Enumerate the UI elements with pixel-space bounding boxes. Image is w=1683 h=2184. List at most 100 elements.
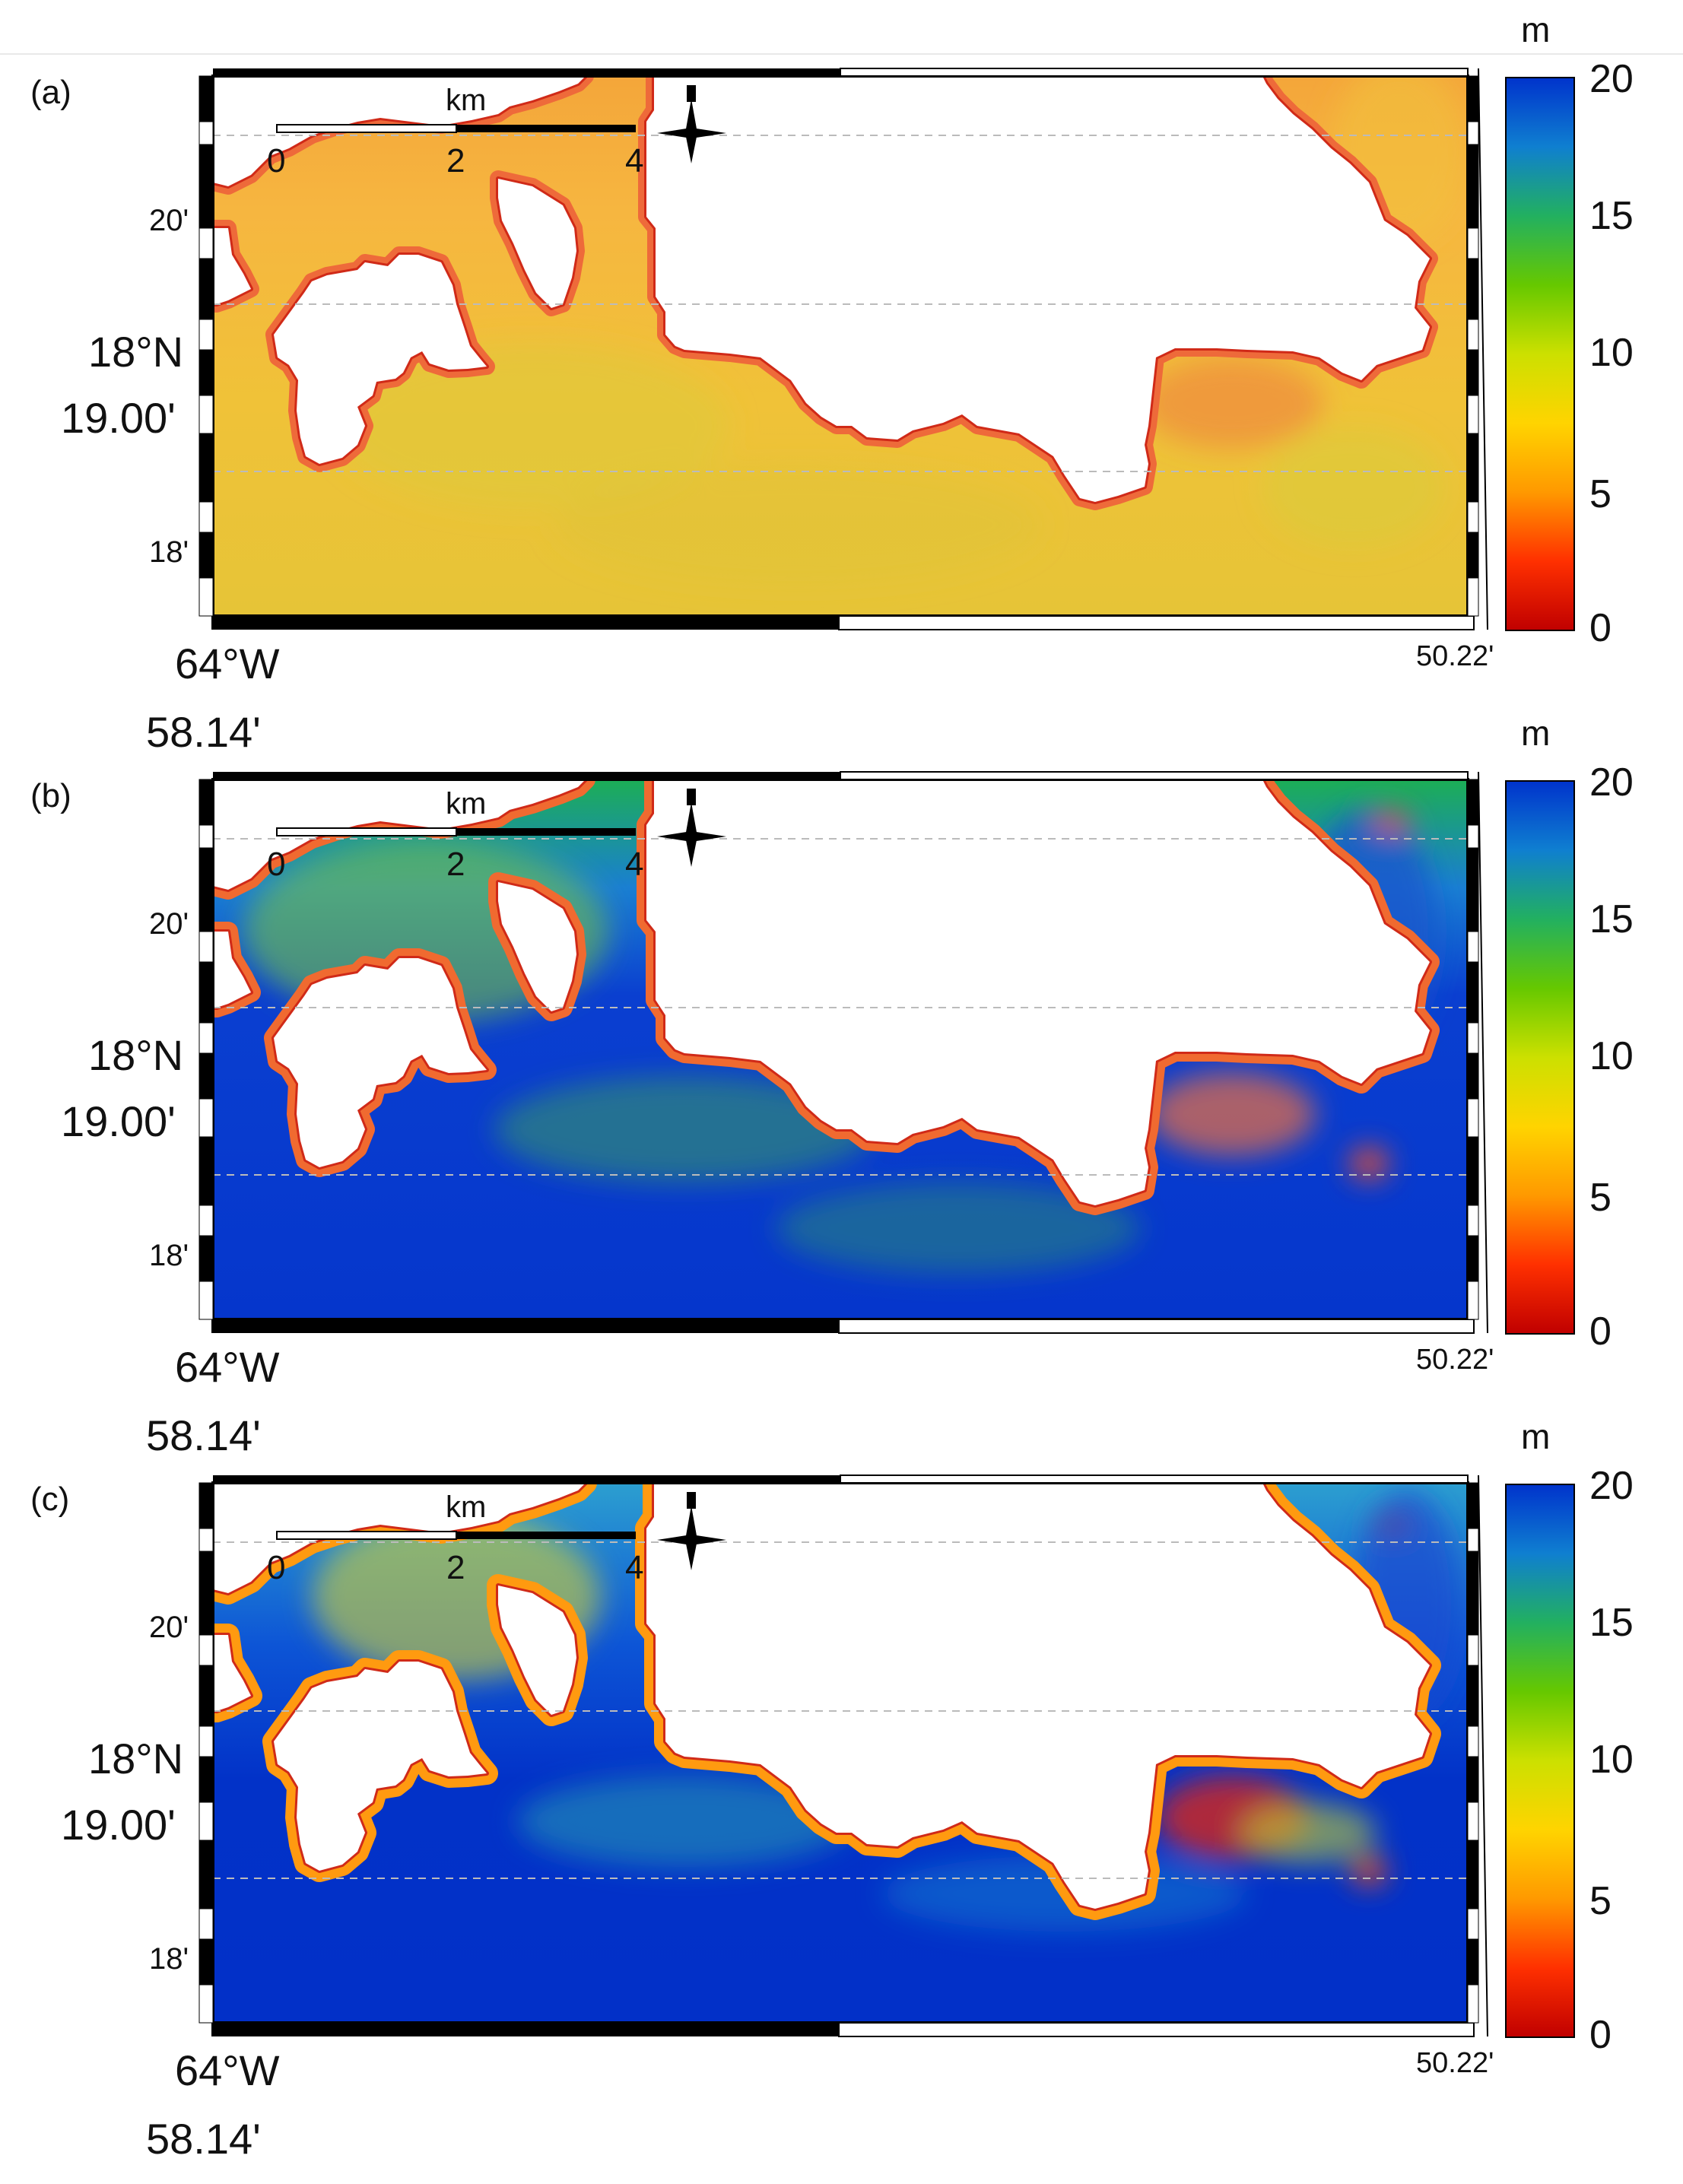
colorbar-tick: 10 [1589,1034,1634,1078]
map-svg [198,771,1575,1335]
north-arrow-part [657,831,726,842]
frame-bar [1467,532,1479,579]
frame-bar [198,1482,214,1529]
land-mask [274,958,487,1167]
lat-tick: 18' [149,1942,189,1976]
scalebar-segment [276,827,457,836]
map-panel-b: (b) m 20 15 10 5 0 km 0 2 4 20' 18°N 19.… [0,703,1683,1457]
frame-bar [1467,433,1479,503]
land-mask [213,1483,586,1593]
frame-bar [198,961,214,1024]
lon-tick: 64°W [175,2046,280,2094]
frame-bar [1467,144,1479,229]
lat-tick: 19.00' [61,394,176,442]
colorbar-tick: 0 [1589,1309,1612,1354]
frame-bar [1467,1136,1479,1206]
scalebar-tick: 4 [625,1549,644,1586]
depth-patch [1349,1147,1389,1180]
scalebar-segment [276,124,457,133]
frame-bar [211,616,839,630]
scalebar-unit: km [446,1490,487,1524]
panel-label: (b) [30,777,71,814]
depth-patch [1262,426,1445,548]
frame-bar [198,1756,214,1803]
frame-bar [840,68,1469,77]
colorbar [1505,780,1575,1335]
land-mask [213,76,586,186]
land-mask [498,179,576,308]
frame-bar [1467,395,1479,434]
north-arrow-icon [657,1492,726,1570]
lon-tick: 58.14' [146,1411,261,1459]
colorbar-unit: m [1521,713,1551,753]
land-mask [646,76,1430,502]
frame-bar [1467,501,1479,533]
frame-bar [1467,779,1479,826]
frame-bar [198,1551,214,1636]
frame-bar [198,1528,214,1552]
frame-bar [1467,931,1479,963]
map-panel-a: (a) m 20 15 10 5 0 km 0 2 4 20' 18°N 19.… [0,0,1683,754]
frame-bar [1467,121,1479,145]
north-arrow-icon [657,789,726,867]
frame-bar [1467,1908,1479,1940]
frame-bar [1467,1482,1479,1529]
frame-bar [1467,258,1479,320]
land-mask [274,255,487,464]
frame-bar [840,1475,1469,1484]
frame-bar [1467,961,1479,1024]
frame-bar [198,532,214,579]
colorbar-tick: 0 [1589,606,1612,650]
frame-bar [198,1098,214,1138]
frame-bar [1467,227,1479,259]
depth-patch [1351,1855,1387,1886]
frame-bar [1467,1528,1479,1552]
frame-bar [198,1801,214,1841]
colorbar-tick: 15 [1589,194,1634,238]
frame-bar [1467,1281,1479,1320]
scalebar-segment [456,1532,636,1539]
lon-tick: 58.14' [146,708,261,756]
depth-patch [1141,357,1323,449]
frame-bar [213,1475,840,1483]
frame-bar [198,75,214,122]
depth-patch [517,1776,852,1867]
land-mask [498,1586,576,1715]
lat-tick: 18' [149,535,189,569]
frame-bar [198,1665,214,1727]
frame-bar [1467,1984,1479,2024]
colorbar-tick: 15 [1589,897,1634,941]
north-arrow-part [687,789,696,805]
frame-bevel [1478,68,1488,630]
colorbar-tick: 10 [1589,1738,1634,1782]
land-mask [213,1635,251,1711]
frame-bar [198,577,214,617]
map-content [213,779,1468,1319]
colorbar [1505,1484,1575,2038]
scalebar-unit: km [446,787,487,821]
colorbar-unit: m [1521,1417,1551,1456]
scalebar-tick: 0 [267,1549,286,1586]
north-arrow-part [657,1535,726,1545]
frame-bevel [1478,771,1488,1334]
north-arrow-icon [657,85,726,163]
land-mask [274,1662,487,1871]
colorbar-unit: m [1521,10,1551,49]
lon-tick: 58.14' [146,2115,261,2163]
frame-bar [1467,1801,1479,1841]
lat-tick: 20' [149,1611,189,1644]
frame-bar [198,258,214,320]
frame-bar [1467,1756,1479,1803]
scalebar-unit: km [446,84,487,117]
lon-tick: 50.22' [1416,2047,1494,2079]
frame-bar [1467,1840,1479,1909]
frame-bar [198,121,214,145]
panel-label: (c) [30,1481,70,1518]
frame-bar [198,433,214,503]
scalebar-segment [276,1531,457,1540]
frame-bar [198,931,214,963]
frame-bar [1467,1022,1479,1054]
colorbar-tick: 0 [1589,2013,1612,2057]
scalebar-tick: 0 [267,142,286,179]
frame-bar [198,501,214,533]
